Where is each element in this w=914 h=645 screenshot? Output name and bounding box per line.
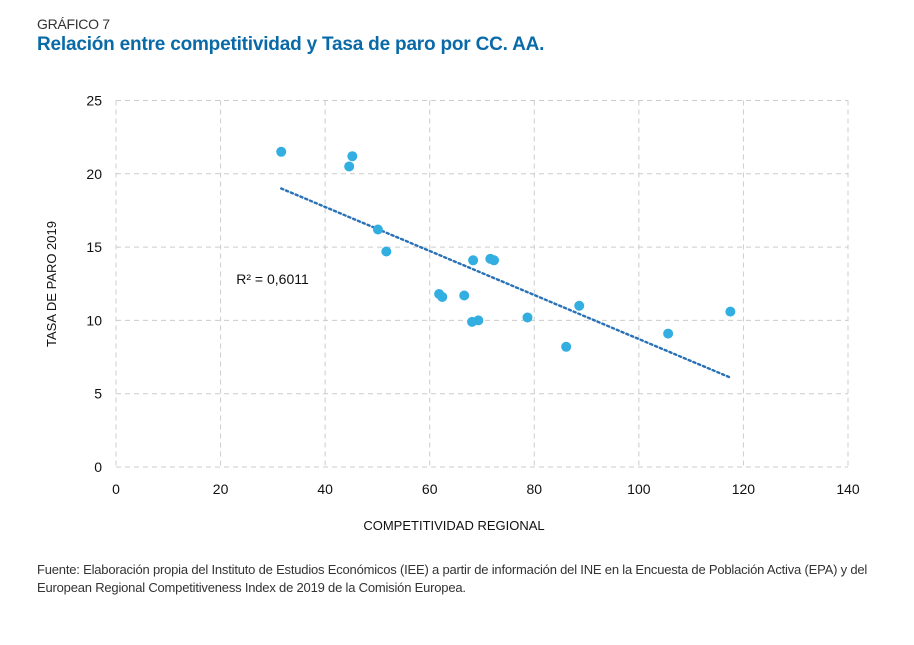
x-axis-label: COMPETITIVIDAD REGIONAL bbox=[363, 518, 544, 533]
y-tick-label: 15 bbox=[86, 239, 102, 255]
grid bbox=[115, 100, 849, 468]
x-tick-label: 140 bbox=[836, 481, 860, 497]
data-point bbox=[663, 328, 674, 339]
r-squared-label: R² = 0,6011 bbox=[236, 271, 309, 287]
chart-title: Relación entre competitividad y Tasa de … bbox=[37, 34, 545, 55]
y-tick-label: 25 bbox=[86, 93, 102, 109]
y-tick-label: 10 bbox=[86, 312, 102, 328]
y-tick-label: 20 bbox=[86, 166, 102, 182]
data-point bbox=[561, 341, 572, 352]
trendline bbox=[280, 187, 732, 379]
data-point bbox=[468, 255, 479, 266]
data-points bbox=[276, 146, 736, 352]
source-line-2: European Regional Competitiveness Index … bbox=[37, 580, 466, 595]
x-tick-label: 40 bbox=[317, 481, 333, 497]
y-tick-label: 0 bbox=[94, 459, 102, 475]
annotations: R² = 0,6011 bbox=[236, 271, 309, 287]
y-tick-labels: 0 5 10 15 20 25 bbox=[86, 93, 102, 476]
source-line-1: Fuente: Elaboración propia del Instituto… bbox=[37, 562, 868, 577]
data-point bbox=[574, 300, 585, 311]
y-axis-label: TASA DE PARO 2019 bbox=[44, 221, 59, 347]
x-tick-label: 80 bbox=[526, 481, 542, 497]
x-tick-label: 120 bbox=[732, 481, 756, 497]
x-tick-label: 60 bbox=[422, 481, 438, 497]
data-point bbox=[372, 224, 383, 235]
data-point bbox=[725, 306, 736, 317]
y-tick-label: 5 bbox=[94, 386, 102, 402]
source-note: Fuente: Elaboración propia del Instituto… bbox=[37, 561, 897, 597]
trendline-group bbox=[280, 187, 732, 379]
chart-kicker: GRÁFICO 7 bbox=[37, 16, 110, 32]
data-point bbox=[459, 290, 470, 301]
x-tick-label: 0 bbox=[112, 481, 120, 497]
data-point bbox=[473, 315, 484, 326]
data-point bbox=[381, 246, 392, 257]
data-point bbox=[276, 146, 287, 157]
x-tick-labels: 0 20 40 60 80 100 120 140 bbox=[112, 481, 860, 497]
x-tick-label: 20 bbox=[213, 481, 229, 497]
data-point bbox=[522, 312, 533, 323]
data-point bbox=[344, 161, 355, 172]
x-tick-label: 100 bbox=[627, 481, 651, 497]
data-point bbox=[437, 291, 448, 302]
data-point bbox=[347, 151, 358, 162]
data-point bbox=[489, 255, 500, 266]
